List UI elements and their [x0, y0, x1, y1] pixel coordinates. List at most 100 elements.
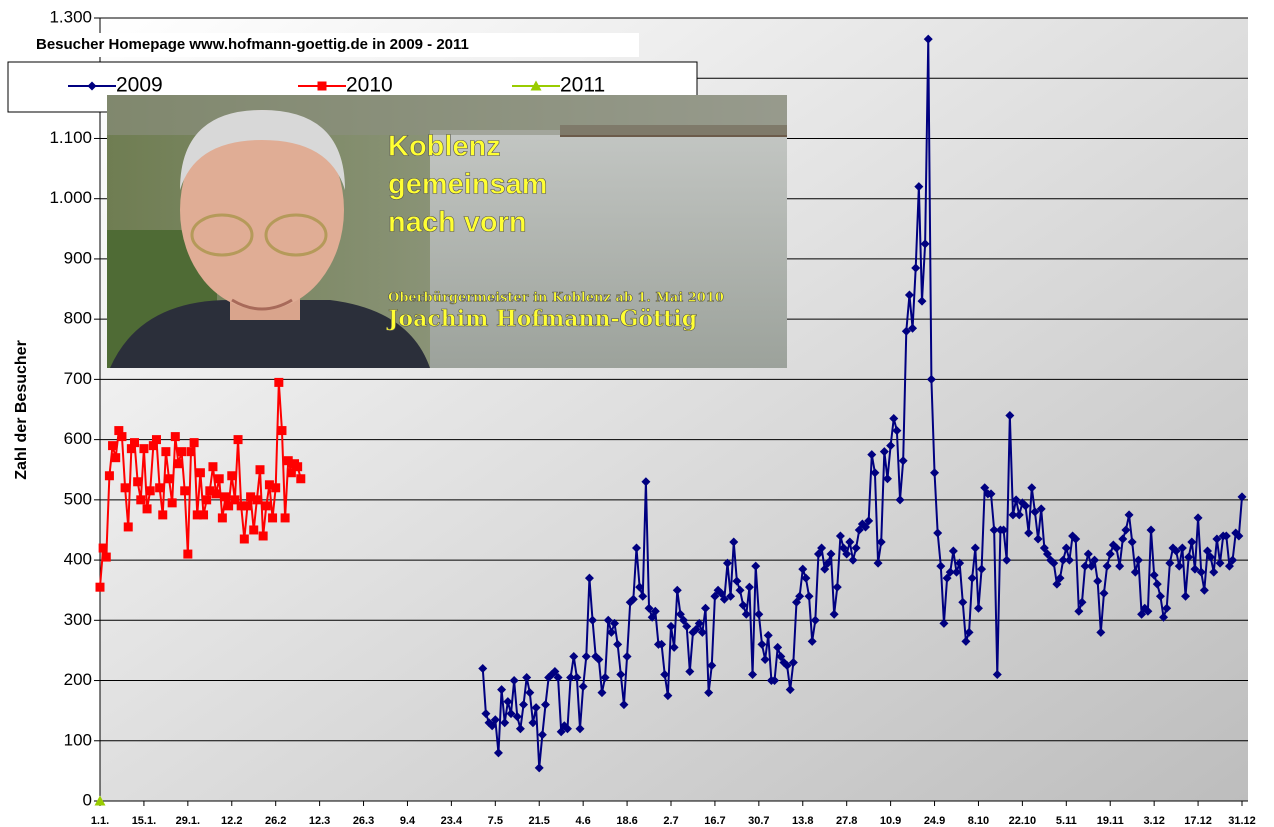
- y-tick-label: 900: [64, 248, 92, 267]
- x-tick-label: 12.3: [309, 815, 330, 827]
- y-tick-label: 600: [64, 429, 92, 448]
- marker: [293, 462, 302, 471]
- marker: [117, 432, 126, 441]
- marker: [199, 510, 208, 519]
- x-tick-label: 1.1.: [91, 815, 109, 827]
- marker: [218, 513, 227, 522]
- x-tick-label: 4.6: [576, 815, 591, 827]
- legend-label: 2010: [346, 74, 393, 97]
- marker: [234, 435, 243, 444]
- marker: [158, 510, 167, 519]
- x-tick-label: 23.4: [441, 815, 463, 827]
- marker: [180, 486, 189, 495]
- marker: [227, 471, 236, 480]
- marker: [146, 486, 155, 495]
- y-tick-label: 400: [64, 550, 92, 569]
- marker: [96, 583, 105, 592]
- marker: [139, 444, 148, 453]
- y-tick-label: 500: [64, 489, 92, 508]
- marker: [243, 501, 252, 510]
- x-tick-label: 2.7: [663, 815, 678, 827]
- y-tick-label: 1.000: [49, 188, 92, 207]
- x-tick-label: 15.1.: [132, 815, 156, 827]
- marker: [318, 82, 327, 91]
- x-tick-label: 10.9: [880, 815, 901, 827]
- marker: [268, 513, 277, 522]
- x-tick-label: 9.4: [400, 815, 416, 827]
- y-tick-label: 100: [64, 730, 92, 749]
- x-tick-label: 13.8: [792, 815, 813, 827]
- marker: [274, 378, 283, 387]
- marker: [186, 447, 195, 456]
- marker: [221, 492, 230, 501]
- x-tick-label: 26.3: [353, 815, 374, 827]
- x-tick-label: 27.8: [836, 815, 857, 827]
- chart: 0 100 200 300 400 500 600 700 800 900 1.000 1.100 1.…: [0, 0, 1274, 827]
- chart-title: Besucher Homepage www.hofmann-goettig.de…: [36, 36, 469, 53]
- x-tick-label: 26.2: [265, 815, 286, 827]
- x-tick-label: 18.6: [616, 815, 637, 827]
- marker: [165, 474, 174, 483]
- marker: [196, 468, 205, 477]
- marker: [152, 435, 161, 444]
- y-tick-label: 1.100: [49, 128, 92, 147]
- legend-label: 2011: [560, 74, 605, 97]
- x-tick-label: 5.11: [1056, 815, 1077, 827]
- y-tick-label: 200: [64, 670, 92, 689]
- x-tick-label: 12.2: [221, 815, 242, 827]
- marker: [155, 483, 164, 492]
- marker: [171, 432, 180, 441]
- x-tick-label: 3.12: [1143, 815, 1164, 827]
- marker: [259, 531, 268, 540]
- marker: [277, 426, 286, 435]
- marker: [174, 459, 183, 468]
- marker: [133, 477, 142, 486]
- marker: [102, 553, 111, 562]
- photo-text: Joachim Hofmann-Göttig: [386, 306, 697, 332]
- photo-text: Oberbürgermeister in Koblenz ab 1. Mai 2…: [388, 291, 724, 306]
- marker: [124, 522, 133, 531]
- y-tick-label: 700: [64, 369, 92, 388]
- x-tick-label: 29.1.: [176, 815, 200, 827]
- marker: [161, 447, 170, 456]
- marker: [99, 544, 108, 553]
- y-tick-label: 1.300: [49, 7, 92, 26]
- marker: [136, 495, 145, 504]
- marker: [256, 465, 265, 474]
- marker: [212, 489, 221, 498]
- marker: [183, 550, 192, 559]
- marker: [168, 498, 177, 507]
- marker: [262, 501, 271, 510]
- x-tick-label: 31.12: [1228, 815, 1256, 827]
- marker: [281, 513, 290, 522]
- x-tick-label: 16.7: [704, 815, 725, 827]
- marker: [108, 441, 117, 450]
- marker: [208, 462, 217, 471]
- y-tick-label: 0: [83, 790, 92, 809]
- x-tick-label: 30.7: [748, 815, 769, 827]
- marker: [121, 483, 130, 492]
- marker: [143, 504, 152, 513]
- marker: [296, 474, 305, 483]
- marker: [190, 438, 199, 447]
- x-tick-label: 22.10: [1009, 815, 1037, 827]
- photo-text: Koblenz: [388, 131, 501, 163]
- marker: [271, 483, 280, 492]
- y-tick-label: 800: [64, 309, 92, 328]
- x-tick-label: 7.5: [488, 815, 503, 827]
- x-tick-label: 19.11: [1097, 815, 1124, 827]
- legend-label: 2009: [116, 74, 163, 97]
- marker: [202, 495, 211, 504]
- marker: [240, 534, 249, 543]
- x-tick-label: 17.12: [1184, 815, 1212, 827]
- y-axis-label: Zahl der Besucher: [13, 340, 30, 480]
- marker: [130, 438, 139, 447]
- y-tick-label: 300: [64, 610, 92, 629]
- marker: [215, 474, 224, 483]
- marker: [252, 495, 261, 504]
- marker: [105, 471, 114, 480]
- marker: [249, 525, 258, 534]
- photo-text: nach vorn: [388, 207, 527, 239]
- x-tick-label: 8.10: [968, 815, 989, 827]
- marker: [177, 447, 186, 456]
